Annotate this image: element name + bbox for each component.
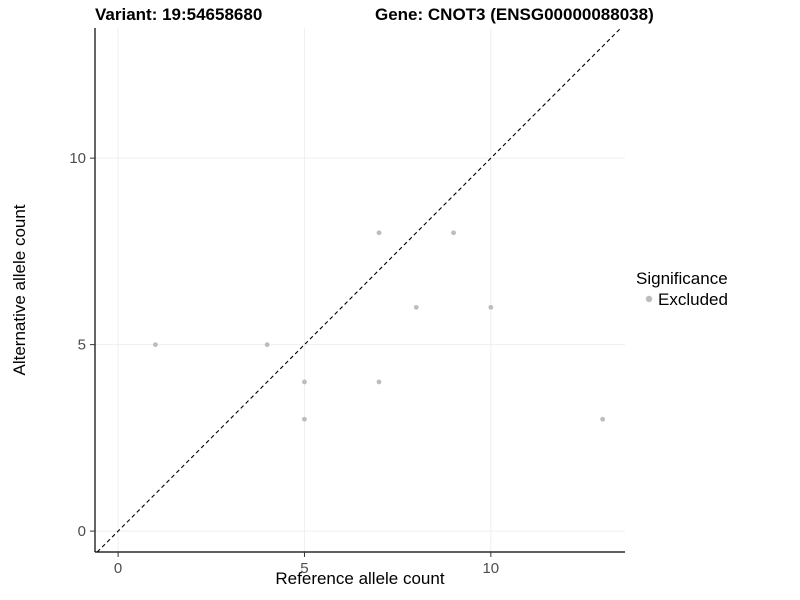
y-tick-label: 5 xyxy=(78,337,86,354)
data-point xyxy=(302,416,307,422)
legend-title: Significance xyxy=(636,269,728,288)
x-tick-label: 10 xyxy=(482,560,499,577)
y-axis-title: Alternative allele count xyxy=(10,204,29,375)
y-tick-label: 10 xyxy=(69,150,86,167)
data-point xyxy=(264,342,270,348)
data-point xyxy=(451,230,456,236)
x-tick-label: 0 xyxy=(114,560,122,577)
variant-title: Variant: 19:54658680 xyxy=(95,5,262,24)
data-point xyxy=(376,379,382,385)
data-point xyxy=(376,230,382,236)
y-tick-label: 0 xyxy=(78,523,86,540)
data-point xyxy=(600,416,606,422)
legend-label: Excluded xyxy=(658,290,728,309)
panel-layer: 0 5 10 0 5 10 xyxy=(69,27,625,577)
grid-layer xyxy=(95,28,625,552)
x-axis-title: Reference allele count xyxy=(275,569,444,588)
data-point xyxy=(302,379,307,385)
legend-key-dot xyxy=(645,295,653,303)
identity-line xyxy=(96,27,622,553)
data-point xyxy=(488,304,494,310)
data-point xyxy=(413,304,419,310)
gene-title: Gene: CNOT3 (ENSG00000088038) xyxy=(375,5,654,24)
data-point xyxy=(152,342,158,348)
x-tick-label: 5 xyxy=(300,560,308,577)
